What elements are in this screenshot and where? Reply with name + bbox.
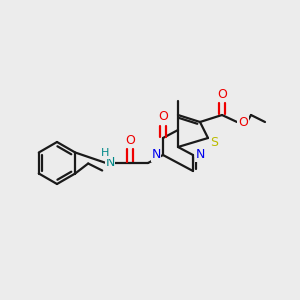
Text: S: S xyxy=(210,136,218,149)
Text: N: N xyxy=(195,148,205,161)
Text: O: O xyxy=(125,134,135,146)
Text: H: H xyxy=(101,148,109,158)
Text: O: O xyxy=(217,88,227,100)
Text: O: O xyxy=(158,110,168,124)
Text: N: N xyxy=(105,157,115,169)
Text: N: N xyxy=(151,148,161,161)
Text: O: O xyxy=(238,116,248,128)
